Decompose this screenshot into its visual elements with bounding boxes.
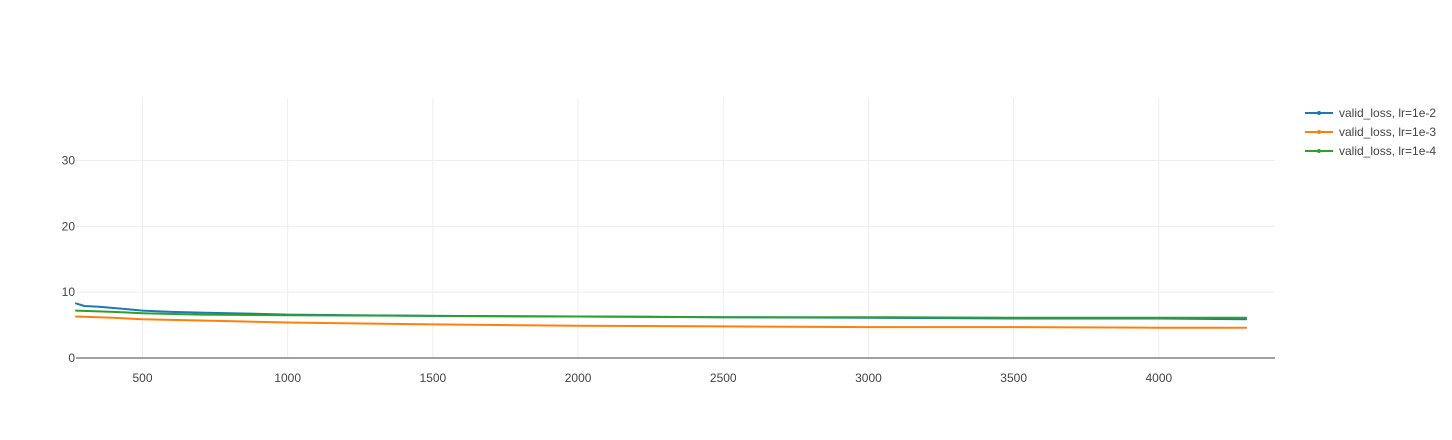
x-tick-label: 500 [132,371,152,385]
series-line-2[interactable] [75,315,1247,329]
x-tick-label: 4000 [1145,371,1172,385]
x-tick-label: 3000 [855,371,882,385]
legend-swatch-marker [1317,111,1321,115]
y-tick-label: 20 [62,219,76,233]
legend-swatch-marker [1317,149,1321,153]
legend-item-1[interactable]: valid_loss, lr=1e-2 [1305,106,1436,120]
x-tick-label: 3500 [1000,371,1027,385]
legend-label: valid_loss, lr=1e-2 [1339,106,1436,120]
plot-series [75,302,1247,329]
x-tick-label: 1500 [420,371,447,385]
legend-item-3[interactable]: valid_loss, lr=1e-4 [1305,144,1436,158]
legend-swatch-marker [1317,130,1321,134]
legend-label: valid_loss, lr=1e-3 [1339,125,1436,139]
x-tick-label: 1000 [274,371,301,385]
x-tick-label: 2500 [710,371,737,385]
grid [76,98,1275,359]
axes: 500 1000 1500 2000 2500 3000 3500 4000 0 10 20 30 [62,154,1173,385]
y-tick-label: 0 [68,351,75,365]
y-tick-label: 30 [62,154,76,168]
legend[interactable]: valid_loss, lr=1e-2 valid_loss, lr=1e-3 va… [1305,106,1436,158]
legend-item-2[interactable]: valid_loss, lr=1e-3 [1305,125,1436,139]
legend-label: valid_loss, lr=1e-4 [1339,144,1436,158]
y-tick-label: 10 [62,285,76,299]
x-tick-label: 2000 [565,371,592,385]
series-line-3[interactable] [75,309,1247,319]
